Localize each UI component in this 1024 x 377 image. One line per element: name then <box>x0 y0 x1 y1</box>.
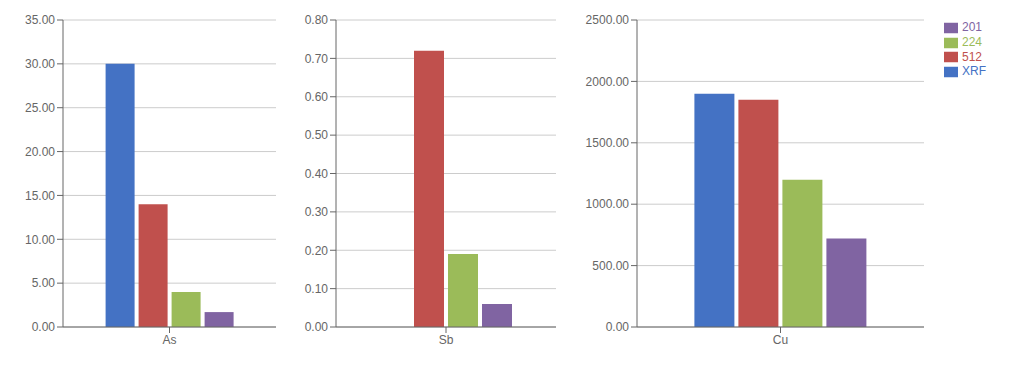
svg-text:0.60: 0.60 <box>305 90 329 104</box>
svg-text:15.00: 15.00 <box>25 189 55 203</box>
svg-text:0.80: 0.80 <box>305 13 329 27</box>
svg-text:10.00: 10.00 <box>25 233 55 247</box>
svg-text:0.50: 0.50 <box>305 128 329 142</box>
svg-text:1000.00: 1000.00 <box>586 197 630 211</box>
svg-text:0.00: 0.00 <box>305 320 329 334</box>
svg-text:35.00: 35.00 <box>25 13 55 27</box>
svg-text:Sb: Sb <box>439 333 454 347</box>
html-text:224: 224 <box>962 34 982 49</box>
svg-text:0.00: 0.00 <box>32 320 56 334</box>
svg-text:500.00: 500.00 <box>592 259 629 273</box>
svg-text:Cu: Cu <box>773 333 788 347</box>
svg-text:0.10: 0.10 <box>305 282 329 296</box>
svg-text:2500.00: 2500.00 <box>586 13 630 27</box>
svg-text:0.00: 0.00 <box>606 320 630 334</box>
svg-text:20.00: 20.00 <box>25 145 55 159</box>
svg-text:0.40: 0.40 <box>305 167 329 181</box>
svg-text:25.00: 25.00 <box>25 101 55 115</box>
html-text:512: 512 <box>962 49 982 64</box>
svg-text:2000.00: 2000.00 <box>586 75 630 89</box>
svg-text:0.70: 0.70 <box>305 52 329 66</box>
svg-text:As: As <box>162 333 176 347</box>
html-text:XRF: XRF <box>962 64 986 79</box>
svg-text:1500.00: 1500.00 <box>586 136 630 150</box>
svg-text:30.00: 30.00 <box>25 57 55 71</box>
html-text:201: 201 <box>962 20 982 34</box>
svg-text:0.30: 0.30 <box>305 205 329 219</box>
svg-text:0.20: 0.20 <box>305 244 329 258</box>
svg-text:5.00: 5.00 <box>32 276 56 290</box>
